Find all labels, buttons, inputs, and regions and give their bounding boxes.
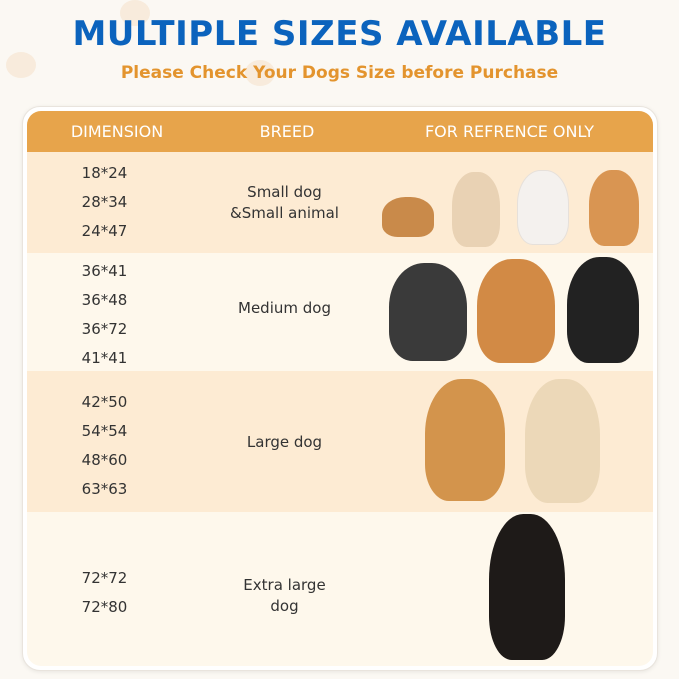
shiba-inu-image: [477, 259, 555, 363]
border-collie-image: [567, 257, 639, 363]
dimension: 42*50: [81, 393, 128, 411]
dimension: 54*54: [81, 422, 128, 440]
breed-line: Medium dog: [238, 299, 331, 317]
breed-line: Large dog: [246, 433, 323, 451]
dimension: 72*72: [81, 569, 128, 587]
page-title: MULTIPLE SIZES AVAILABLE: [72, 14, 607, 54]
golden-retriever-image: [425, 379, 505, 501]
breed-label: Extra large dog: [202, 575, 367, 617]
labrador-image: [525, 379, 600, 503]
chihuahua-image: [452, 172, 500, 247]
breed-line: Small dog: [247, 183, 322, 201]
size-table: DIMENSION BREED FOR REFRENCE ONLY 18*24 …: [27, 111, 653, 666]
dimension: 24*47: [81, 222, 128, 240]
dimension: 72*80: [81, 598, 128, 616]
dimension: 36*48: [81, 291, 128, 309]
dimension-list: 18*24 28*34 24*47: [47, 159, 162, 246]
dimension: 18*24: [81, 164, 128, 182]
dimension: 63*63: [81, 480, 128, 498]
dimension: 48*60: [81, 451, 128, 469]
table-row: 36*41 36*48 36*72 41*41 Medium dog: [27, 253, 653, 371]
dimension-list: 42*50 54*54 48*60 63*63: [47, 388, 162, 504]
dimension: 28*34: [81, 193, 128, 211]
table-row: 72*72 72*80 Extra large dog: [27, 512, 653, 666]
table-row: 18*24 28*34 24*47 Small dog &Small anima…: [27, 152, 653, 253]
corgi-image: [589, 170, 639, 246]
guinea-pig-image: [382, 197, 434, 237]
breed-label: Medium dog: [202, 298, 367, 319]
doberman-image: [489, 514, 565, 660]
header-reference: FOR REFRENCE ONLY: [424, 122, 595, 141]
breed-line: Extra large: [243, 576, 326, 594]
table-row: 42*50 54*54 48*60 63*63 Large dog: [27, 371, 653, 512]
dimension: 36*41: [81, 262, 128, 280]
dimension-list: 72*72 72*80: [47, 564, 162, 622]
breed-line: dog: [270, 597, 299, 615]
table-header: DIMENSION BREED FOR REFRENCE ONLY: [27, 111, 653, 152]
breed-label: Large dog: [202, 432, 367, 453]
dimension: 36*72: [81, 320, 128, 338]
bichon-image: [517, 170, 569, 245]
header-breed: BREED: [259, 122, 315, 141]
french-bulldog-image: [389, 263, 467, 361]
breed-line: &Small animal: [230, 204, 339, 222]
dimension: 41*41: [81, 349, 128, 367]
header-dimension: DIMENSION: [70, 122, 164, 141]
dimension-list: 36*41 36*48 36*72 41*41: [47, 257, 162, 373]
breed-label: Small dog &Small animal: [202, 182, 367, 224]
page-subtitle: Please Check Your Dogs Size before Purch…: [120, 63, 559, 83]
paw-decoration: [120, 0, 150, 26]
paw-decoration: [245, 60, 275, 86]
paw-decoration: [6, 52, 36, 78]
